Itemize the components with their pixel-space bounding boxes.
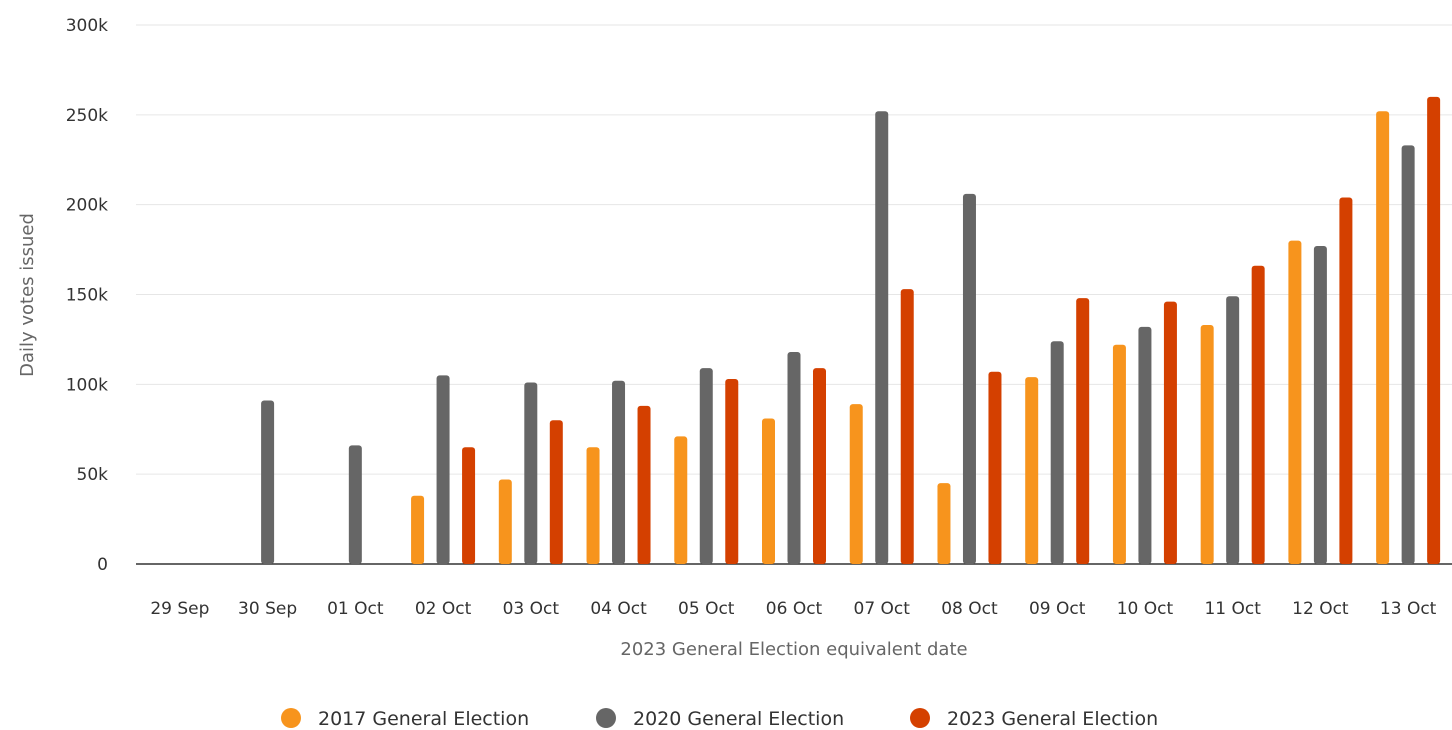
legend-label: 2023 General Election xyxy=(947,708,1158,730)
bar-2017-08-Oct[interactable] xyxy=(937,483,951,564)
y-tick-label: 250k xyxy=(66,106,108,126)
bar-2023-02-Oct[interactable] xyxy=(462,447,476,564)
bar-2020-08-Oct[interactable] xyxy=(962,193,976,565)
y-tick-label: 0 xyxy=(97,555,108,575)
bar-2017-10-Oct[interactable] xyxy=(1112,344,1126,564)
bar-2020-03-Oct[interactable] xyxy=(524,382,538,564)
x-tick-label: 30 Sep xyxy=(238,599,297,619)
legend-marker xyxy=(281,708,301,728)
bar-2023-05-Oct[interactable] xyxy=(725,378,739,564)
y-tick-label: 300k xyxy=(66,16,108,36)
bar-2023-06-Oct[interactable] xyxy=(813,368,826,564)
legend-label: 2020 General Election xyxy=(633,708,844,730)
bar-2020-09-Oct[interactable] xyxy=(1050,341,1064,564)
y-tick-label: 200k xyxy=(66,196,108,216)
x-tick-label: 07 Oct xyxy=(854,599,911,619)
x-tick-label: 04 Oct xyxy=(590,599,647,619)
legend-marker xyxy=(596,708,616,728)
bar-2017-05-Oct[interactable] xyxy=(674,436,688,564)
bar-2020-11-Oct[interactable] xyxy=(1226,296,1240,564)
bar-2023-12-Oct[interactable] xyxy=(1339,197,1353,565)
x-tick-label: 10 Oct xyxy=(1117,599,1174,619)
bar-2017-13-Oct[interactable] xyxy=(1376,111,1390,565)
x-tick-label: 29 Sep xyxy=(150,599,209,619)
legend-item[interactable]: 2023 General Election xyxy=(910,708,1158,730)
x-tick-label: 11 Oct xyxy=(1204,599,1261,619)
bar-2023-13-Oct[interactable] xyxy=(1427,96,1441,564)
bar-2023-09-Oct[interactable] xyxy=(1076,298,1090,564)
y-axis-ticks: 0 50k 100k 150k 200k 250k 300k xyxy=(66,16,108,575)
bar-2020-12-Oct[interactable] xyxy=(1313,245,1327,565)
bar-2023-03-Oct[interactable] xyxy=(549,420,563,564)
y-tick-label: 100k xyxy=(66,375,108,395)
y-tick-label: 50k xyxy=(77,465,109,485)
bar-2020-02-Oct[interactable] xyxy=(436,375,450,564)
bar-2020-30-Sep[interactable] xyxy=(261,400,275,564)
bar-2017-04-Oct[interactable] xyxy=(586,447,600,564)
legend[interactable]: 2017 General Election 2020 General Electi… xyxy=(281,708,1158,730)
bar-2020-06-Oct[interactable] xyxy=(787,351,801,564)
x-tick-label: 12 Oct xyxy=(1292,599,1349,619)
y-axis-title: Daily votes issued xyxy=(17,213,38,377)
bar-2020-01-Oct[interactable] xyxy=(348,445,362,564)
x-tick-label: 06 Oct xyxy=(766,599,823,619)
bar-2020-04-Oct[interactable] xyxy=(612,380,626,564)
y-tick-label: 150k xyxy=(66,286,108,306)
bar-2020-10-Oct[interactable] xyxy=(1138,326,1152,564)
bar-2023-08-Oct[interactable] xyxy=(988,371,1002,564)
bar-2023-04-Oct[interactable] xyxy=(637,405,651,564)
legend-marker xyxy=(910,708,930,728)
bar-2023-10-Oct[interactable] xyxy=(1163,301,1177,564)
bar-2020-05-Oct[interactable] xyxy=(699,368,713,564)
x-tick-label: 09 Oct xyxy=(1029,599,1086,619)
x-tick-label: 05 Oct xyxy=(678,599,735,619)
x-tick-label: 01 Oct xyxy=(327,599,384,619)
x-axis-ticks: 29 Sep 30 Sep 01 Oct 02 Oct 03 Oct 04 Oct 05 O… xyxy=(150,599,1436,619)
bar-2017-11-Oct[interactable] xyxy=(1200,325,1214,564)
bar-2017-06-Oct[interactable] xyxy=(762,418,775,564)
bars xyxy=(261,96,1441,565)
bar-2017-02-Oct[interactable] xyxy=(411,495,425,564)
legend-item[interactable]: 2017 General Election xyxy=(281,708,529,730)
x-tick-label: 03 Oct xyxy=(503,599,560,619)
x-tick-label: 02 Oct xyxy=(415,599,472,619)
legend-item[interactable]: 2020 General Election xyxy=(596,708,844,730)
x-axis-title: 2023 General Election equivalent date xyxy=(620,639,967,660)
legend-label: 2017 General Election xyxy=(318,708,529,730)
bar-2023-11-Oct[interactable] xyxy=(1251,265,1265,564)
bar-2023-07-Oct[interactable] xyxy=(900,289,914,564)
bar-2020-13-Oct[interactable] xyxy=(1401,145,1415,565)
bar-2017-09-Oct[interactable] xyxy=(1025,377,1039,564)
bar-2017-07-Oct[interactable] xyxy=(849,404,863,564)
bar-2017-12-Oct[interactable] xyxy=(1288,240,1302,564)
x-tick-label: 08 Oct xyxy=(941,599,998,619)
bar-2020-07-Oct[interactable] xyxy=(875,111,889,565)
x-tick-label: 13 Oct xyxy=(1380,599,1437,619)
bar-2017-03-Oct[interactable] xyxy=(498,479,512,564)
